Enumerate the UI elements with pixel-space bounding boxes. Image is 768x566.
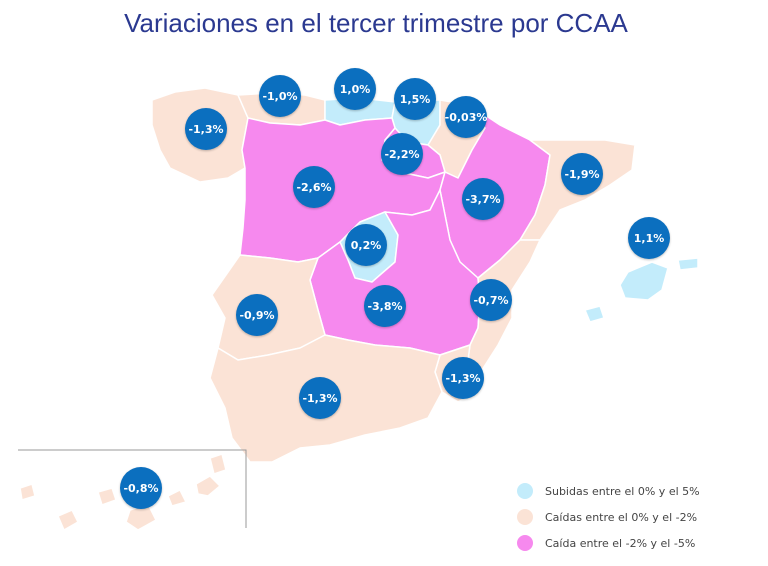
value-label: 0,2% bbox=[350, 238, 382, 252]
region-baleares-menorca bbox=[677, 257, 699, 271]
canarias-frame bbox=[18, 449, 247, 528]
region-canarias bbox=[19, 453, 227, 531]
badge-madrid: 0,2% bbox=[345, 224, 387, 266]
region-baleares-mallorca bbox=[619, 261, 669, 301]
value-label: -0,03% bbox=[444, 110, 488, 124]
value-label: -3,8% bbox=[367, 299, 403, 313]
badge-cataluna: -1,9% bbox=[561, 153, 603, 195]
legend-item-rise: Subidas entre el 0% y el 5% bbox=[517, 478, 700, 504]
value-label: -0,7% bbox=[473, 293, 509, 307]
badge-asturias: -1,0% bbox=[259, 75, 301, 117]
value-label: -1,3% bbox=[445, 371, 481, 385]
value-label: -3,7% bbox=[465, 192, 501, 206]
badge-pais-vasco: 1,5% bbox=[394, 78, 436, 120]
legend: Subidas entre el 0% y el 5% Caídas entre… bbox=[517, 478, 700, 556]
value-label: -0,8% bbox=[123, 481, 159, 495]
legend-label: Subidas entre el 0% y el 5% bbox=[545, 484, 700, 498]
badge-aragon: -3,7% bbox=[462, 178, 504, 220]
value-label: 1,0% bbox=[339, 82, 371, 96]
value-label: -0,9% bbox=[239, 308, 275, 322]
badge-canarias: -0,8% bbox=[120, 467, 162, 509]
legend-swatch bbox=[517, 509, 533, 525]
badge-cantabria: 1,0% bbox=[334, 68, 376, 110]
badge-valencia: -0,7% bbox=[470, 279, 512, 321]
badge-castilla-la-mancha: -3,8% bbox=[364, 285, 406, 327]
badge-baleares: 1,1% bbox=[628, 217, 670, 259]
value-label: 1,5% bbox=[399, 92, 431, 106]
badge-castilla-y-leon: -2,6% bbox=[293, 166, 335, 208]
value-label: -2,2% bbox=[384, 147, 420, 161]
region-baleares-ibiza bbox=[584, 305, 605, 323]
badge-extremadura: -0,9% bbox=[236, 294, 278, 336]
legend-item-fall-large: Caída entre el -2% y el -5% bbox=[517, 530, 700, 556]
value-label: -2,6% bbox=[296, 180, 332, 194]
badge-navarra: -0,03% bbox=[445, 96, 487, 138]
badge-galicia: -1,3% bbox=[185, 108, 227, 150]
badge-murcia: -1,3% bbox=[442, 357, 484, 399]
value-label: -1,0% bbox=[262, 89, 298, 103]
badge-andalucia: -1,3% bbox=[299, 377, 341, 419]
value-label: 1,1% bbox=[633, 231, 665, 245]
legend-swatch bbox=[517, 535, 533, 551]
value-label: -1,9% bbox=[564, 167, 600, 181]
legend-label: Caída entre el -2% y el -5% bbox=[545, 536, 696, 550]
value-label: -1,3% bbox=[188, 122, 224, 136]
legend-label: Caídas entre el 0% y el -2% bbox=[545, 510, 698, 524]
legend-item-fall-small: Caídas entre el 0% y el -2% bbox=[517, 504, 700, 530]
value-label: -1,3% bbox=[302, 391, 338, 405]
badge-la-rioja: -2,2% bbox=[381, 133, 423, 175]
map-title: Variaciones en el tercer trimestre por C… bbox=[124, 8, 628, 38]
legend-swatch bbox=[517, 483, 533, 499]
